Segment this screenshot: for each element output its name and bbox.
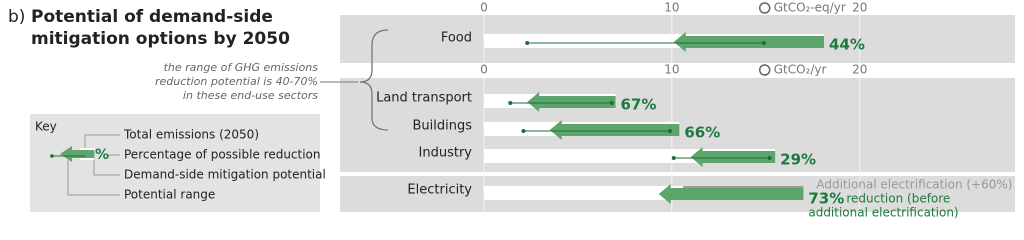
x-tick-label: 0 — [480, 1, 488, 15]
unit-label: GtCO₂-eq/yr — [774, 1, 846, 15]
brace — [359, 29, 389, 131]
annotation: in these end-use sectors — [183, 89, 318, 102]
row-label: Electricity — [407, 183, 472, 198]
x-tick-label: 0 — [480, 63, 488, 77]
mitigation-arrow — [673, 32, 825, 52]
percent-label: 67% — [621, 96, 657, 114]
unit-icon — [758, 64, 771, 76]
key-arrow — [60, 146, 94, 162]
key-item: Total emissions (2050) — [123, 128, 259, 142]
percent-label: 73% — [808, 190, 844, 208]
annotation: reduction potential is 40-70% — [155, 75, 318, 88]
total-bar — [484, 186, 684, 200]
unit-icon — [758, 2, 771, 14]
key-item: Potential range — [124, 188, 215, 202]
mitigation-arrow — [549, 120, 680, 140]
panel-label: b) — [8, 7, 25, 27]
key-item: Demand-side mitigation potential — [124, 168, 326, 182]
row-label: Land transport — [376, 91, 472, 106]
percent-note: additional electrification) — [808, 206, 958, 220]
mitigation-arrow — [690, 147, 776, 167]
key-box — [30, 114, 320, 212]
key-title: Key — [35, 120, 57, 134]
percent-label: 29% — [780, 151, 816, 169]
title: Potential of demand-side — [31, 7, 273, 27]
range-dot — [508, 101, 513, 105]
row-label: Food — [441, 31, 472, 46]
key-connector — [67, 134, 120, 196]
x-tick-label: 20 — [852, 63, 867, 77]
range-dot — [767, 156, 772, 160]
range-dot — [525, 41, 530, 45]
chart: b) Potential of demand-side mitigation o… — [8, 1, 1015, 220]
key-symbol: % — [95, 147, 109, 163]
x-tick-label: 10 — [664, 63, 679, 77]
x-tick-label: 20 — [852, 1, 867, 15]
percent-note: reduction (before — [846, 192, 950, 206]
range-dot — [671, 156, 676, 160]
key-range-dot — [50, 154, 54, 158]
range-dot — [609, 101, 614, 105]
range-dot — [761, 41, 766, 45]
x-tick-label: 10 — [664, 1, 679, 15]
key-item: Percentage of possible reduction — [124, 148, 321, 162]
percent-label: 66% — [684, 124, 720, 142]
percent-label: 44% — [829, 36, 865, 54]
unit-label: GtCO₂/yr — [774, 63, 827, 77]
row-label: Buildings — [412, 119, 472, 134]
range-dot — [667, 129, 672, 133]
title: mitigation options by 2050 — [31, 29, 290, 49]
annotation: the range of GHG emissions — [164, 61, 319, 74]
mitigation-arrow — [527, 92, 616, 112]
row-label: Industry — [419, 146, 473, 161]
range-dot — [521, 129, 526, 133]
additional-label: Additional electrification (+60%) — [816, 178, 1012, 192]
mitigation-arrow — [658, 184, 804, 204]
